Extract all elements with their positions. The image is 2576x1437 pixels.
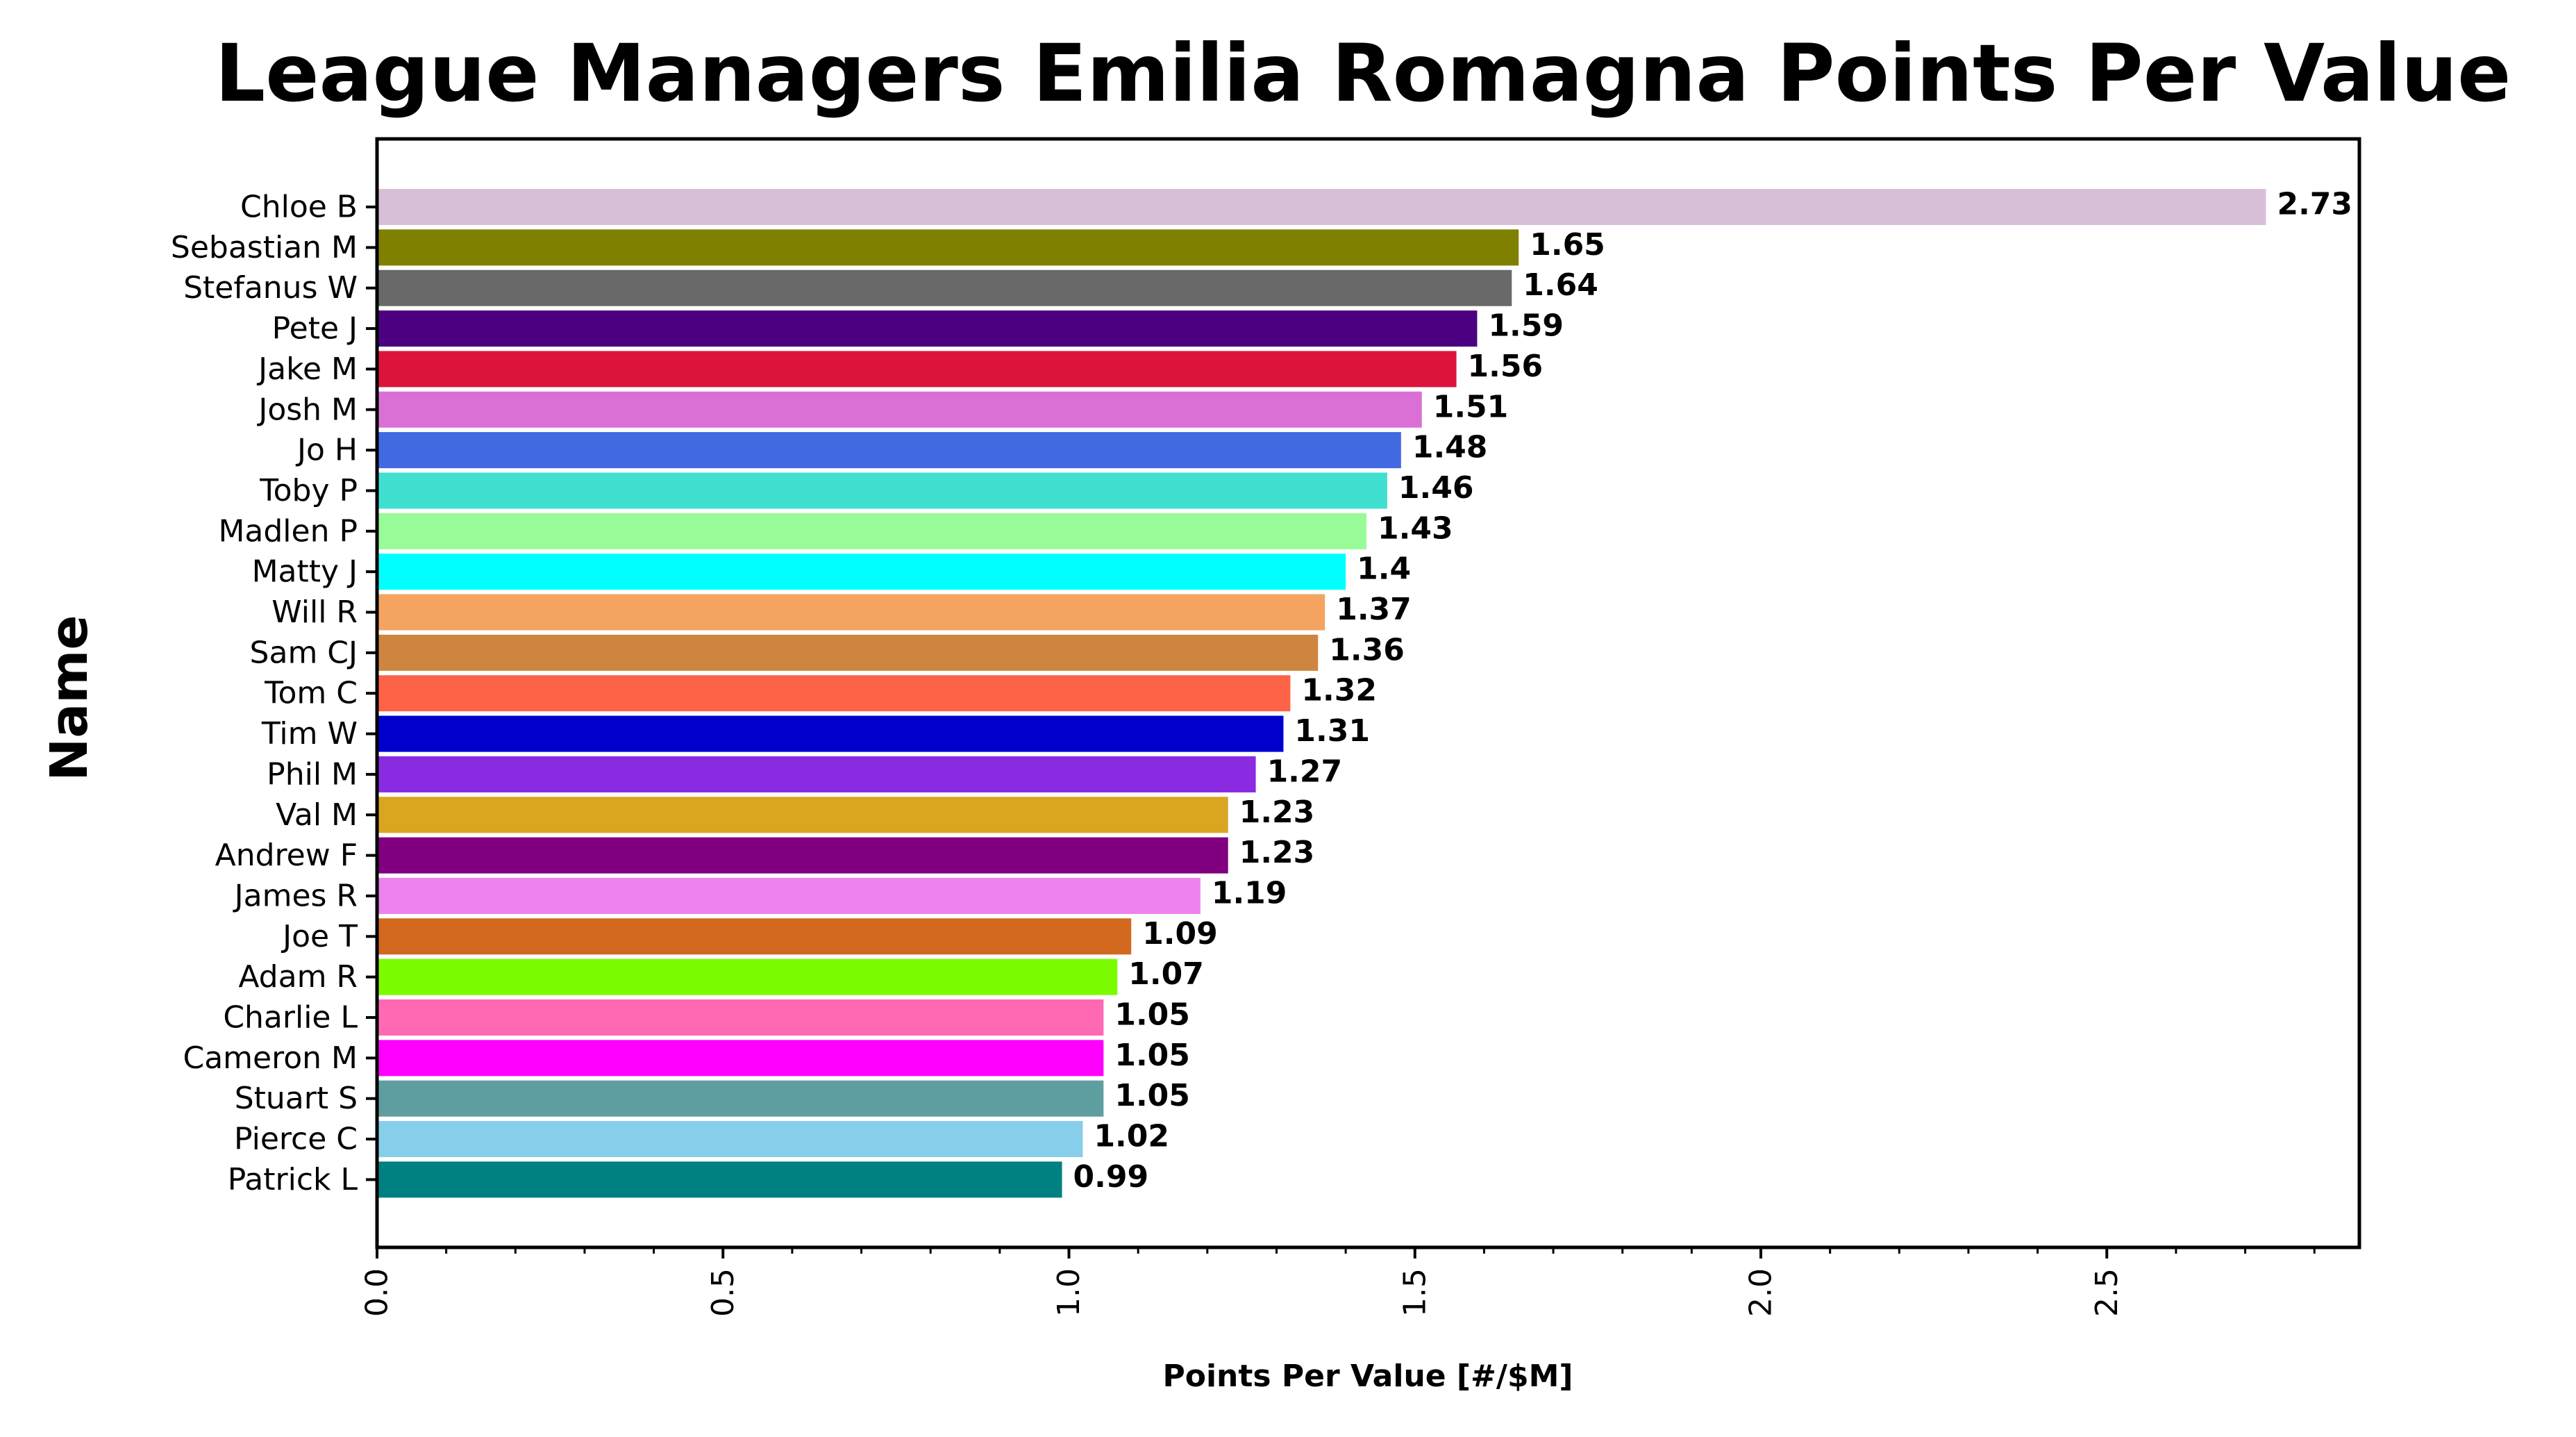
category-label: Pete J	[272, 311, 358, 347]
category-label: Joe T	[281, 919, 358, 954]
value-label: 1.23	[1239, 835, 1315, 870]
chart-title: League Managers Emilia Romagna Points Pe…	[215, 27, 2511, 119]
x-axis-ticks: 0.0 0.5 1.0 1.5 2.0 2.5	[360, 1247, 2316, 1317]
category-label: Matty J	[252, 554, 358, 590]
x-tick-label: 0.5	[705, 1268, 741, 1317]
category-label: Will R	[271, 595, 358, 630]
category-label: Charlie L	[223, 1000, 358, 1036]
x-tick-label: 2.0	[1743, 1268, 1779, 1317]
category-labels: Chloe B Sebastian M Stefanus W Pete J Jake M…	[171, 190, 377, 1197]
y-axis-label: Name	[40, 615, 99, 781]
category-label: Cameron M	[183, 1040, 358, 1076]
bar-will-r	[377, 594, 1325, 631]
value-label: 1.05	[1114, 997, 1190, 1033]
value-label: 1.65	[1530, 227, 1605, 263]
value-label: 1.07	[1128, 956, 1204, 992]
value-label: 1.05	[1114, 1038, 1190, 1073]
bar-val-m	[377, 797, 1228, 833]
value-label: 1.51	[1433, 389, 1509, 424]
bar-pierce-c	[377, 1121, 1083, 1158]
category-label: Val M	[276, 797, 358, 833]
category-label: Toby P	[259, 473, 358, 508]
x-axis-label: Points Per Value [#/$M]	[1163, 1359, 1573, 1394]
category-label: Jo H	[295, 433, 358, 468]
category-label: Tom C	[264, 676, 358, 711]
bar-james-r	[377, 877, 1201, 914]
bar-toby-p	[377, 472, 1387, 509]
bar-joe-t	[377, 918, 1132, 955]
value-label: 1.43	[1378, 510, 1453, 546]
plot-area-frame	[375, 137, 2361, 1249]
value-label: 1.64	[1523, 267, 1598, 303]
bar-chloe-b	[377, 189, 2266, 225]
value-label: 1.48	[1412, 430, 1488, 465]
value-label: 1.4	[1357, 551, 1411, 587]
value-label: 1.23	[1239, 795, 1315, 830]
x-tick-label: 1.5	[1397, 1268, 1432, 1317]
value-label: 1.59	[1488, 308, 1564, 344]
value-label: 2.73	[2277, 187, 2352, 222]
bars	[377, 189, 2266, 1198]
value-label: 1.46	[1398, 470, 1474, 506]
bar-sam-cj	[377, 634, 1319, 671]
bar-andrew-f	[377, 837, 1228, 874]
value-label: 0.99	[1073, 1159, 1149, 1195]
bar-pete-j	[377, 310, 1478, 347]
bar-cameron-m	[377, 1040, 1104, 1077]
category-label: Jake M	[256, 351, 358, 387]
bar-stuart-s	[377, 1080, 1104, 1117]
bar-stefanus-w	[377, 269, 1512, 306]
bar-jake-m	[377, 351, 1457, 388]
value-label: 1.37	[1336, 592, 1412, 627]
value-label: 1.05	[1114, 1078, 1190, 1113]
category-label: Patrick L	[228, 1162, 358, 1197]
category-label: Sebastian M	[171, 230, 358, 265]
category-label: Andrew F	[215, 838, 358, 873]
category-label: Adam R	[238, 959, 358, 995]
value-label: 1.56	[1468, 349, 1544, 384]
value-label: 1.27	[1267, 754, 1343, 789]
value-label: 1.02	[1094, 1119, 1169, 1154]
category-label: Josh M	[256, 392, 358, 427]
category-label: Sam CJ	[250, 635, 358, 670]
bar-charlie-l	[377, 999, 1104, 1036]
category-label: James R	[233, 878, 358, 913]
category-label: Phil M	[267, 756, 358, 792]
x-tick-label: 0.0	[360, 1268, 395, 1317]
bar-adam-r	[377, 958, 1118, 995]
category-label: Stuart S	[235, 1081, 358, 1116]
value-label: 1.31	[1294, 713, 1370, 749]
bar-tom-c	[377, 675, 1291, 712]
bar-patrick-l	[377, 1161, 1062, 1198]
bar-jo-h	[377, 432, 1401, 469]
bar-sebastian-m	[377, 229, 1519, 266]
value-labels: 2.73 1.65 1.64 1.59 1.56 1.51 1.48 1.46 1.43 1.4 1…	[1073, 187, 2352, 1195]
value-label: 1.32	[1301, 673, 1377, 708]
bar-tim-w	[377, 715, 1284, 752]
bar-matty-j	[377, 554, 1346, 590]
x-tick-label: 2.5	[2089, 1268, 2125, 1317]
bar-phil-m	[377, 756, 1256, 792]
bar-josh-m	[377, 391, 1422, 428]
value-label: 1.36	[1329, 632, 1405, 667]
category-label: Stefanus W	[183, 270, 358, 306]
category-label: Tim W	[261, 716, 358, 751]
category-label: Pierce C	[234, 1122, 358, 1157]
value-label: 1.09	[1142, 916, 1218, 952]
category-label: Madlen P	[218, 513, 358, 549]
x-tick-label: 1.0	[1051, 1268, 1087, 1317]
value-label: 1.19	[1212, 875, 1287, 911]
category-label: Chloe B	[240, 190, 358, 225]
bar-madlen-p	[377, 513, 1367, 549]
